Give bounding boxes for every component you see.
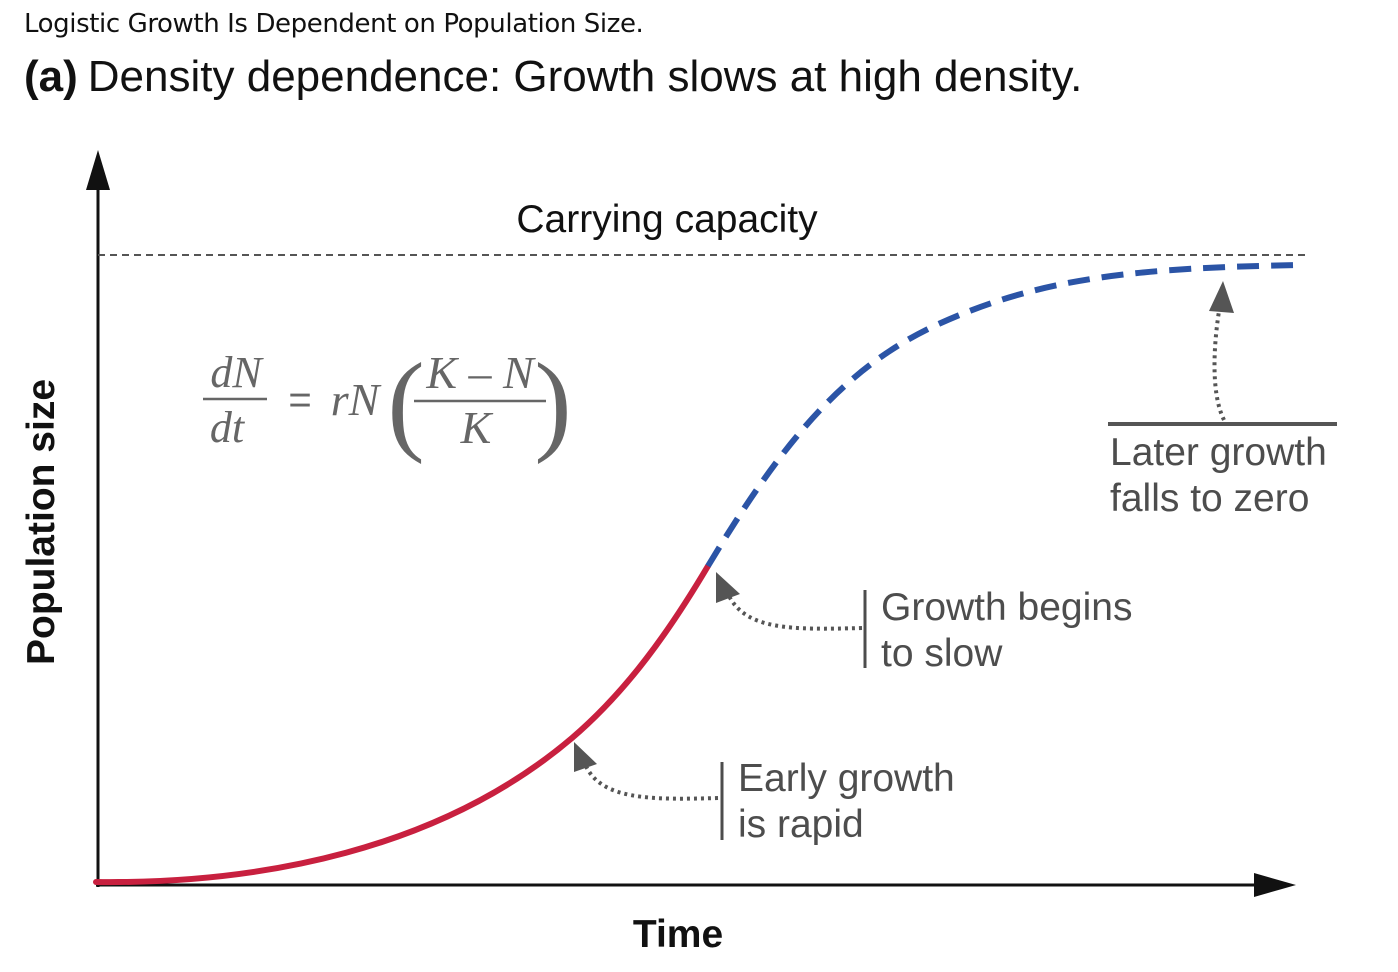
later-growth-dotted-arrow-icon xyxy=(1212,304,1226,421)
early-growth-label-line2: is rapid xyxy=(738,803,864,846)
growth-slows-dotted-arrow-icon xyxy=(726,593,863,631)
panel-title: (a) Density dependence: Growth slows at h… xyxy=(24,52,1082,102)
equation-paren-close: ) xyxy=(534,341,571,465)
growth-slows-label-line2: to slow xyxy=(881,632,1003,675)
y-axis-label: Population size xyxy=(20,379,63,665)
early-growth-dotted-arrow-icon xyxy=(583,763,719,801)
carrying-capacity-label: Carrying capacity xyxy=(516,198,818,241)
panel-letter: (a) xyxy=(24,52,78,101)
y-axis-arrowhead-icon xyxy=(86,150,110,190)
x-axis-arrowhead-icon xyxy=(1254,873,1296,897)
equation-factor: rN xyxy=(331,374,382,425)
equation-lhs-numerator: dN xyxy=(210,348,264,397)
panel-title-text: Density dependence: Growth slows at high… xyxy=(87,52,1083,101)
logistic-equation: dN dt = rN ( K – N K ) xyxy=(203,341,572,465)
equation-rhs-denominator: K xyxy=(460,402,494,453)
early-growth-arrowhead-icon xyxy=(574,742,597,772)
x-axis-label: Time xyxy=(633,913,723,956)
annotation-growth-slows: Growth begins to slow xyxy=(716,572,1132,675)
later-growth-label-line2: falls to zero xyxy=(1110,477,1309,520)
annotation-early-growth: Early growth is rapid xyxy=(574,742,955,846)
later-growth-arrowhead-icon xyxy=(1209,281,1234,313)
annotation-later-growth: Later growth falls to zero xyxy=(1108,281,1337,520)
early-growth-label-line1: Early growth xyxy=(738,757,955,800)
equation-lhs-denominator: dt xyxy=(210,403,246,452)
early-growth-curve xyxy=(93,563,711,886)
equation-paren-open: ( xyxy=(387,341,424,465)
growth-slows-arrowhead-icon xyxy=(716,572,740,603)
later-growth-label-line1: Later growth xyxy=(1110,431,1327,474)
page-caption: Logistic Growth Is Dependent on Populati… xyxy=(24,9,644,39)
equation-rhs-numerator: K – N xyxy=(425,347,536,398)
late-growth-curve xyxy=(705,262,1303,568)
growth-slows-label-line1: Growth begins xyxy=(881,586,1132,629)
equation-equals: = xyxy=(288,378,311,422)
